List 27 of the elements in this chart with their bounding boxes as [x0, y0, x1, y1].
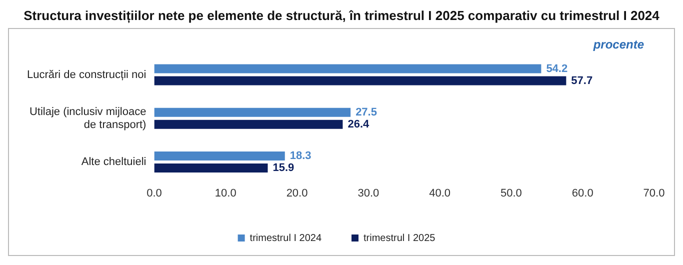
- text: procente: [592, 37, 644, 52]
- data-label: 27.5: [356, 106, 377, 118]
- data-label: 54.2: [546, 62, 568, 75]
- y-tick-label: Utilaje (inclusiv mijloace de transport): [29, 106, 146, 132]
- bar: [154, 108, 351, 117]
- x-tick-label: 30.0: [358, 187, 380, 200]
- x-tick-label: 50.0: [500, 187, 522, 200]
- legend-label: trimestrul I 2025: [364, 232, 436, 244]
- x-tick-label: 60.0: [572, 187, 594, 200]
- data-label: 18.3: [290, 150, 312, 162]
- bar: [154, 152, 285, 160]
- x-tick-label: 10.0: [214, 187, 236, 200]
- y-tick-label: Lucrări de construcții noi: [26, 68, 146, 81]
- bar: [154, 164, 268, 172]
- chart-title: Structura investițiilor nete pe elemente de structură, în trimestrul I 2025 comparativ cu trimestrul I 2024: [22, 8, 660, 25]
- data-label: 15.9: [272, 162, 294, 174]
- x-tick-label: 20.0: [286, 187, 308, 200]
- x-tick-label: 0.0: [146, 187, 162, 200]
- y-tick-label: Alte cheltuieli: [81, 156, 146, 168]
- legend-label: trimestrul I 2024: [250, 232, 322, 244]
- data-label: 26.4: [348, 118, 370, 130]
- bar: [154, 64, 542, 74]
- data-label: 57.7: [571, 74, 593, 87]
- bar: [154, 120, 343, 129]
- bar: [154, 76, 566, 86]
- x-tick-label: 70.0: [643, 187, 665, 200]
- x-tick-label: 40.0: [429, 187, 451, 200]
